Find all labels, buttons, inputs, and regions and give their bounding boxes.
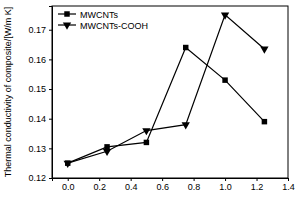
plot-frame: [52, 6, 288, 178]
x-tick-label: 1.4: [282, 182, 295, 192]
y-tick: 0.13: [28, 144, 52, 154]
x-tick-label: 0.6: [156, 182, 169, 192]
legend-label: MWCNTs: [80, 10, 118, 20]
x-tick-label: 0.8: [188, 182, 201, 192]
x-tick-mark: [131, 178, 132, 181]
series-marker: [183, 45, 188, 50]
legend-item: MWCNTs-COOH: [58, 21, 148, 31]
series-line: [68, 15, 265, 163]
y-tick-label: 0.16: [28, 55, 46, 65]
y-tick: 0.17: [28, 25, 52, 35]
series-marker: [144, 140, 149, 145]
y-axis-title: Thermal conductivity of composite/[W/m K…: [3, 7, 13, 178]
series-marker: [182, 122, 190, 129]
y-tick-label: 0.15: [28, 84, 46, 94]
legend: MWCNTsMWCNTs-COOH: [58, 10, 148, 31]
x-tick-label: 0.4: [125, 182, 138, 192]
legend-item: MWCNTs: [58, 10, 118, 20]
x-tick-mark: [68, 178, 69, 181]
x-tick-mark: [99, 178, 100, 181]
x-tick: 0.2: [93, 178, 106, 192]
x-tick-mark: [257, 178, 258, 181]
series-marker: [262, 119, 267, 124]
x-tick-label: 0.2: [93, 182, 106, 192]
legend-marker: [64, 11, 69, 16]
x-tick: 0.4: [125, 178, 138, 192]
plot: 0.0 0.2 0.4 0.6 0.8 1.0 1.2 1.4 0.12 0.13 0.14 0.15…: [28, 6, 294, 192]
data-area: [64, 12, 269, 167]
x-tick-mark: [288, 178, 289, 181]
y-tick-mark: [49, 89, 52, 90]
series-marker: [64, 161, 72, 168]
y-tick: 0.14: [28, 114, 52, 124]
x-axis-line: [53, 179, 289, 182]
y-tick-mark: [49, 59, 52, 60]
y-tick-label: 0.17: [28, 25, 46, 35]
y-axis: 0.12 0.13 0.14 0.15 0.16 0.17: [28, 7, 52, 184]
y-tick-mark: [49, 148, 52, 149]
x-tick-label: 1.0: [219, 182, 232, 192]
x-tick-mark: [225, 178, 226, 181]
y-tick-label: 0.14: [28, 114, 46, 124]
chart: 0.0 0.2 0.4 0.6 0.8 1.0 1.2 1.4 0.12 0.13 0.14 0.15…: [0, 0, 300, 200]
y-tick: 0.16: [28, 55, 52, 65]
x-tick-mark: [194, 178, 195, 181]
legend-marker: [63, 23, 71, 30]
series-marker: [222, 77, 227, 82]
y-tick-mark: [49, 119, 52, 120]
series-line: [68, 48, 265, 164]
y-tick-mark: [49, 30, 52, 31]
y-tick: 0.15: [28, 84, 52, 94]
x-tick: 1.0: [219, 178, 232, 192]
x-tick: 0.0: [62, 178, 75, 192]
x-tick: 0.8: [188, 178, 201, 192]
x-tick: 1.2: [251, 178, 264, 192]
x-tick: 0.6: [156, 178, 169, 192]
series-marker: [221, 12, 229, 19]
series-marker: [142, 128, 150, 135]
x-tick-mark: [162, 178, 163, 181]
series-marker: [104, 144, 109, 149]
x-tick: 1.4: [282, 178, 295, 192]
x-tick-label: 0.0: [62, 182, 75, 192]
legend-label: MWCNTs-COOH: [80, 21, 148, 31]
series-marker: [103, 149, 111, 156]
y-tick-mark: [49, 178, 52, 179]
y-axis-line: [49, 7, 53, 179]
series-marker: [260, 47, 268, 54]
y-tick: 0.12: [28, 173, 52, 183]
x-axis: 0.0 0.2 0.4 0.6 0.8 1.0 1.2 1.4: [53, 178, 295, 192]
y-tick-label: 0.13: [28, 144, 46, 154]
x-tick-label: 1.2: [251, 182, 264, 192]
y-tick-label: 0.12: [28, 173, 46, 183]
